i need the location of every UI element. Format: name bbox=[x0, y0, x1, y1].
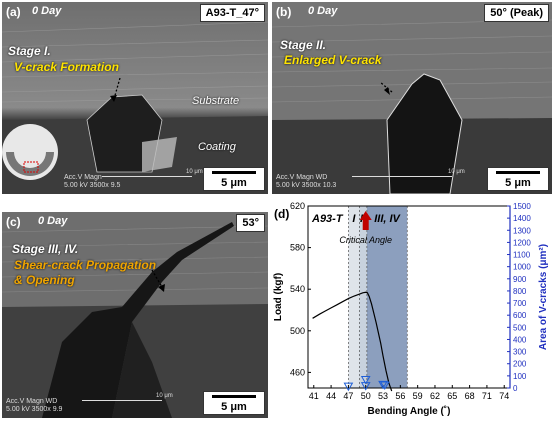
y2-tick-label: 900 bbox=[513, 275, 527, 284]
y2-tick-label: 500 bbox=[513, 323, 527, 332]
stage-label: Stage I. bbox=[8, 44, 51, 58]
x-tick-label: 68 bbox=[465, 391, 475, 401]
micron-bar bbox=[102, 176, 192, 177]
region-1 bbox=[348, 206, 360, 388]
angle-label: A93-T_47° bbox=[199, 4, 265, 22]
x-tick-label: 50 bbox=[361, 391, 371, 401]
sem-panel-a: (a) 0 Day A93-T_47° Stage I. V-crack For… bbox=[2, 2, 268, 194]
y-tick-label: 620 bbox=[290, 201, 305, 211]
stage-caption-2: & Opening bbox=[14, 273, 75, 287]
y2-tick-label: 300 bbox=[513, 348, 527, 357]
scale-bar: 5 μm bbox=[487, 167, 549, 191]
y2-tick-label: 1200 bbox=[513, 238, 531, 247]
sem-panel-c: (c) 0 Day 53° Stage III, IV. Shear-crack… bbox=[2, 212, 268, 418]
stage-caption: Shear-crack Propagation bbox=[14, 258, 157, 272]
x-tick-label: 47 bbox=[343, 391, 353, 401]
region-3 bbox=[366, 206, 408, 388]
x-tick-label: 71 bbox=[482, 391, 492, 401]
y2-tick-label: 700 bbox=[513, 299, 527, 308]
y-tick-label: 460 bbox=[290, 367, 305, 377]
y2-axis-title: Area of V-cracks (μm²) bbox=[538, 244, 549, 350]
region-label: III, IV bbox=[374, 213, 401, 225]
plot-frame bbox=[307, 205, 511, 389]
area-point bbox=[360, 382, 371, 391]
critical-angle-arrow bbox=[359, 211, 372, 230]
y-tick-label: 580 bbox=[290, 243, 305, 253]
panel-tag: (b) bbox=[276, 5, 292, 19]
y2-tick-label: 1300 bbox=[513, 226, 531, 235]
x-tick-label: 41 bbox=[309, 391, 319, 401]
scale-bar: 5 μm bbox=[203, 391, 265, 415]
day-label: 0 Day bbox=[308, 5, 338, 17]
area-point bbox=[378, 380, 388, 390]
sem-meta: Acc.V Magn 5.00 kV 3500x 9.5 bbox=[64, 174, 121, 189]
y2-tick-label: 1100 bbox=[513, 251, 531, 260]
y2-tick-label: 100 bbox=[513, 372, 527, 381]
x-tick-label: 56 bbox=[395, 391, 405, 401]
critical-angle-label: Critical Angle bbox=[339, 235, 392, 245]
micron-label: 10 μm bbox=[156, 393, 173, 399]
angle-label: 50° (Peak) bbox=[484, 4, 549, 22]
y2-tick-label: 1000 bbox=[513, 263, 531, 272]
region-label: I bbox=[352, 213, 356, 225]
area-point bbox=[379, 381, 390, 390]
day-label: 0 Day bbox=[38, 215, 68, 227]
micron-bar bbox=[82, 400, 162, 401]
area-point bbox=[343, 382, 354, 392]
x-axis-title: Bending Angle (˚) bbox=[368, 405, 451, 417]
y2-tick-label: 600 bbox=[513, 311, 527, 320]
sem-image-c bbox=[2, 212, 268, 418]
area-point bbox=[360, 376, 371, 385]
micron-label: 10 μm bbox=[186, 169, 203, 175]
scale-bar: 5 μm bbox=[203, 167, 265, 191]
y-tick-label: 500 bbox=[290, 326, 305, 336]
substrate-label: Substrate bbox=[192, 95, 240, 107]
panel-tag: (d) bbox=[274, 207, 289, 221]
y2-tick-label: 800 bbox=[513, 287, 527, 296]
sem-meta: Acc.V Magn WD 5.00 kV 3500x 9.9 bbox=[6, 398, 63, 413]
x-tick-label: 59 bbox=[413, 391, 423, 401]
sem-image-b bbox=[272, 2, 552, 194]
sample-label: A93-T bbox=[311, 213, 344, 225]
y2-tick-label: 1500 bbox=[513, 202, 531, 211]
y2-tick-label: 1400 bbox=[513, 214, 531, 223]
region-2 bbox=[359, 206, 367, 388]
sem-panel-b: (b) 0 Day 50° (Peak) Stage II. Enlarged … bbox=[272, 2, 552, 194]
sem-meta: Acc.V Magn WD 5.00 kV 3500x 10.3 bbox=[276, 174, 337, 189]
stage-label: Stage II. bbox=[280, 38, 327, 52]
day-label: 0 Day bbox=[32, 5, 62, 17]
stage-caption: Enlarged V-crack bbox=[284, 53, 382, 67]
y-tick-label: 540 bbox=[290, 284, 305, 294]
y2-tick-label: 0 bbox=[513, 384, 518, 393]
panel-tag: (c) bbox=[6, 215, 21, 229]
load-series-line bbox=[312, 291, 393, 392]
stage-caption: V-crack Formation bbox=[14, 60, 119, 74]
x-tick-label: 44 bbox=[326, 391, 336, 401]
x-tick-label: 65 bbox=[447, 391, 457, 401]
micron-label: 10 μm bbox=[448, 169, 465, 175]
y-axis-title: Load (kgf) bbox=[273, 273, 284, 321]
micron-bar bbox=[352, 176, 452, 177]
sem-image-a bbox=[2, 2, 268, 194]
panel-tag: (a) bbox=[6, 5, 21, 19]
y2-tick-label: 200 bbox=[513, 360, 527, 369]
angle-label: 53° bbox=[236, 214, 265, 232]
coating-label: Coating bbox=[198, 141, 236, 153]
x-tick-label: 74 bbox=[499, 391, 509, 401]
y2-tick-label: 400 bbox=[513, 335, 527, 344]
stage-label: Stage III, IV. bbox=[12, 242, 79, 256]
x-tick-label: 53 bbox=[378, 391, 388, 401]
x-tick-label: 62 bbox=[430, 391, 440, 401]
